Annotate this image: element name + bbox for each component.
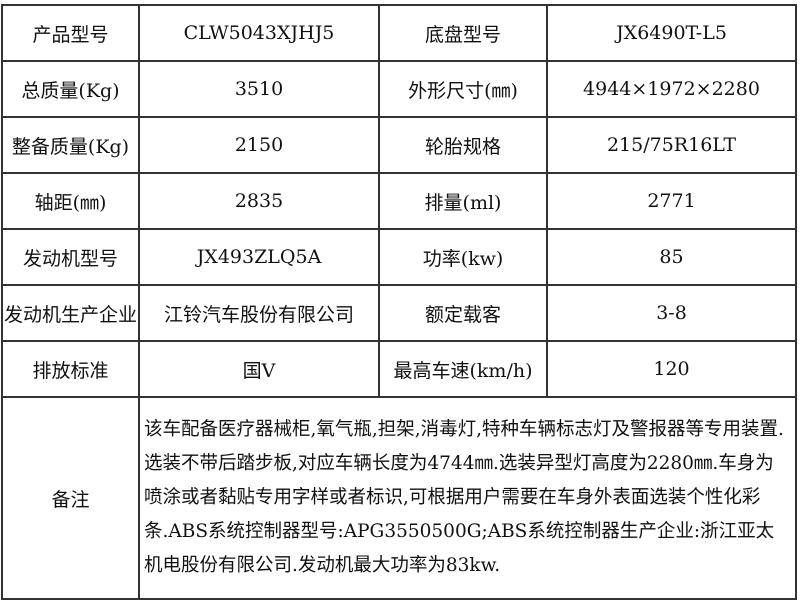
spec-value: 3-8 xyxy=(546,284,797,342)
spec-row: 轴距(㎜) 2835 排量(ml) 2771 xyxy=(1,172,797,230)
notes-label: 备注 xyxy=(1,396,140,600)
spec-row: 总质量(Kg) 3510 外形尺寸(㎜) 4944×1972×2280 xyxy=(1,60,797,118)
spec-row: 整备质量(Kg) 2150 轮胎规格 215/75R16LT xyxy=(1,116,797,174)
spec-label: 总质量(Kg) xyxy=(1,60,140,118)
spec-value: 215/75R16LT xyxy=(546,116,797,174)
spec-label: 整备质量(Kg) xyxy=(1,116,140,174)
spec-label: 发动机生产企业 xyxy=(1,284,140,342)
spec-value: JX6490T-L5 xyxy=(546,4,797,62)
spec-label: 最高车速(km/h) xyxy=(378,340,548,398)
spec-value: 2835 xyxy=(138,172,380,230)
spec-value: 3510 xyxy=(138,60,380,118)
spec-label: 额定载客 xyxy=(378,284,548,342)
spec-value: 4944×1972×2280 xyxy=(546,60,797,118)
spec-value: JX493ZLQ5A xyxy=(138,228,380,286)
spec-label: 外形尺寸(㎜) xyxy=(378,60,548,118)
spec-label: 排量(ml) xyxy=(378,172,548,230)
spec-row: 发动机生产企业 江铃汽车股份有限公司 额定载客 3-8 xyxy=(1,284,797,342)
spec-label: 产品型号 xyxy=(1,4,140,62)
notes-row: 备注 该车配备医疗器械柜,氧气瓶,担架,消毒灯,特种车辆标志灯及警报器等专用装置… xyxy=(1,396,797,600)
spec-label: 发动机型号 xyxy=(1,228,140,286)
notes-text: 该车配备医疗器械柜,氧气瓶,担架,消毒灯,特种车辆标志灯及警报器等专用装置.选装… xyxy=(138,396,797,600)
spec-label: 排放标准 xyxy=(1,340,140,398)
spec-label: 底盘型号 xyxy=(378,4,548,62)
spec-row: 产品型号 CLW5043XJHJ5 底盘型号 JX6490T-L5 xyxy=(1,4,797,62)
spec-value: 2771 xyxy=(546,172,797,230)
spec-label: 功率(kw) xyxy=(378,228,548,286)
spec-value: 2150 xyxy=(138,116,380,174)
spec-row: 排放标准 国Ⅴ 最高车速(km/h) 120 xyxy=(1,340,797,398)
spec-label: 轮胎规格 xyxy=(378,116,548,174)
spec-value: CLW5043XJHJ5 xyxy=(138,4,380,62)
spec-value: 85 xyxy=(546,228,797,286)
vehicle-spec-table: 产品型号 CLW5043XJHJ5 底盘型号 JX6490T-L5 总质量(Kg) 351… xyxy=(1,4,797,600)
spec-value: 120 xyxy=(546,340,797,398)
spec-value: 江铃汽车股份有限公司 xyxy=(138,284,380,342)
spec-row: 发动机型号 JX493ZLQ5A 功率(kw) 85 xyxy=(1,228,797,286)
spec-value: 国Ⅴ xyxy=(138,340,380,398)
spec-label: 轴距(㎜) xyxy=(1,172,140,230)
